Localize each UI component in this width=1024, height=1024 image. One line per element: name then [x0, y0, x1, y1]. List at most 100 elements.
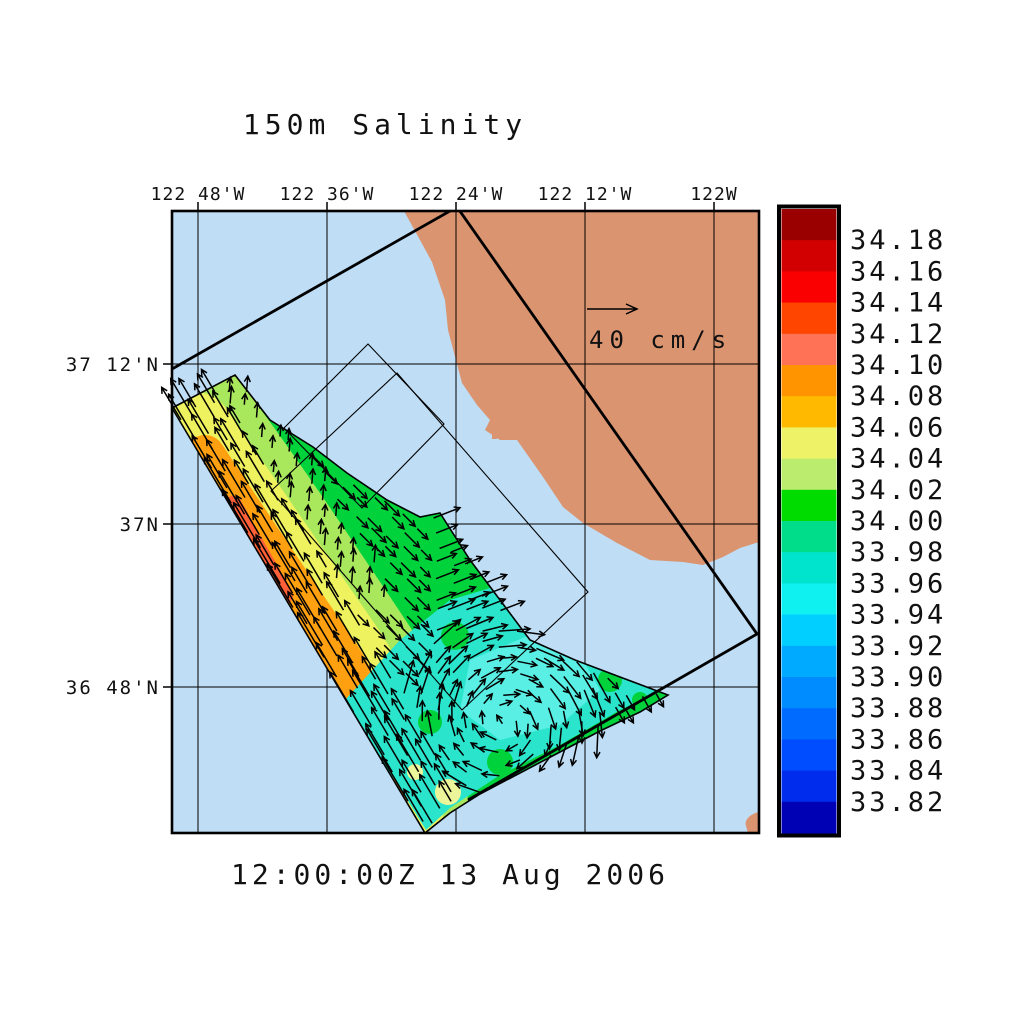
vector-arrow [504, 743, 519, 752]
vector-arrow [191, 434, 213, 469]
vector-arrow [391, 516, 406, 530]
vector-arrow [337, 521, 345, 534]
vector-arrow [455, 616, 482, 632]
vector-arrow [374, 650, 392, 679]
vector-arrow [404, 596, 420, 612]
vector-arrow [486, 573, 509, 584]
vector-arrow [433, 762, 452, 793]
vector-arrow [258, 421, 266, 438]
vector-arrow [295, 600, 324, 646]
colorbar-tick-label: 34.06 [850, 412, 946, 443]
colorbar-tick-label: 33.96 [850, 568, 946, 599]
vector-arrow [625, 694, 636, 712]
vector-arrow [252, 512, 273, 546]
vector-arrow [416, 615, 430, 629]
vector-arrow [271, 541, 296, 582]
vector-arrow [466, 616, 495, 630]
vector-arrow [523, 723, 532, 740]
colorbar-cell [781, 521, 837, 553]
vector-arrow [374, 496, 389, 512]
vector-arrow [241, 392, 249, 405]
colorbar: 34.1834.1634.1434.1234.1034.0834.0634.04… [777, 204, 946, 838]
vector-arrow [562, 660, 581, 678]
colorbar-cell [781, 489, 837, 522]
vector-arrow [402, 513, 417, 528]
vector-arrow [266, 562, 294, 608]
colorbar-cell [781, 708, 837, 740]
vector-arrow [528, 678, 545, 688]
vector-arrow [556, 727, 564, 752]
vector-arrow [308, 451, 316, 466]
vector-arrow [452, 632, 475, 649]
x-tick-label: 122 48'W [151, 184, 246, 205]
vector-arrow [438, 779, 452, 802]
vector-arrow [200, 367, 216, 393]
vector-arrow [536, 647, 566, 662]
colorbar-tick-label: 33.84 [850, 756, 946, 787]
vector-arrow [253, 400, 261, 418]
vector-arrow [270, 512, 293, 550]
vector-arrow [385, 625, 403, 642]
vector-arrow [592, 672, 611, 704]
y-tick-label: 36 48'N [66, 677, 160, 699]
vector-arrow [453, 585, 478, 597]
vector-arrow [641, 696, 653, 714]
vector-arrow [404, 532, 421, 549]
x-axis-tick-labels: 122 48'W 122 36'W 122 24'W 122 12'W 122W [151, 184, 737, 205]
vector-arrow [361, 655, 377, 680]
vector-arrow [452, 742, 465, 756]
vector-arrow [498, 625, 532, 633]
vector-arrow [471, 677, 487, 697]
vector-arrow [460, 710, 469, 729]
vector-arrow [359, 532, 374, 548]
vector-arrow [348, 565, 357, 584]
vector-arrow [357, 614, 370, 628]
vector-arrow [495, 713, 504, 725]
vector-arrow [477, 745, 499, 754]
vector-arrow [456, 726, 465, 743]
swath-green-patch [487, 749, 513, 775]
vector-arrow [403, 545, 419, 562]
vector-arrow [504, 759, 521, 767]
vector-arrow [251, 444, 265, 465]
vector-arrow [461, 760, 483, 772]
vector-arrow [435, 691, 444, 720]
colorbar-tick-label: 33.92 [850, 631, 946, 662]
vector-arrow [471, 722, 483, 739]
vector-arrow [569, 738, 580, 767]
vector-arrow [343, 599, 361, 626]
vector-arrow [370, 706, 389, 736]
plot-title: 150m Salinity [243, 108, 527, 141]
vector-arrow [349, 536, 357, 550]
vector-arrow [315, 641, 338, 678]
vector-arrow [557, 741, 568, 769]
vector-arrow [233, 458, 250, 485]
vector-arrow [319, 483, 327, 501]
vector-arrow [214, 426, 230, 452]
colorbar-cell [781, 271, 837, 304]
vector-arrow [549, 688, 567, 710]
vector-arrow [245, 449, 265, 483]
vector-arrow [447, 713, 456, 737]
vector-arrow [293, 451, 301, 467]
vector-arrow [332, 501, 341, 517]
colorbar-cell [781, 770, 837, 803]
vector-arrow [187, 398, 210, 434]
vector-arrow [219, 417, 241, 452]
vector-arrow [419, 566, 432, 579]
vector-arrow [481, 584, 510, 597]
vector-arrow [583, 689, 597, 719]
vector-arrow [415, 684, 424, 708]
colorbar-tick-label: 34.00 [850, 506, 946, 537]
vector-arrow [313, 615, 338, 657]
y-tick-label: 37 12'N [66, 354, 160, 376]
vector-arrow [420, 549, 433, 562]
nested-domain-small [283, 343, 445, 509]
colorbar-tick-label: 34.14 [850, 288, 946, 319]
vector-arrow [467, 668, 482, 681]
vector-arrow [435, 645, 452, 664]
vector-arrow [418, 773, 441, 809]
vector-arrow [424, 709, 433, 737]
vector-arrow [403, 659, 416, 694]
colorbar-tick-label: 34.02 [850, 475, 946, 506]
